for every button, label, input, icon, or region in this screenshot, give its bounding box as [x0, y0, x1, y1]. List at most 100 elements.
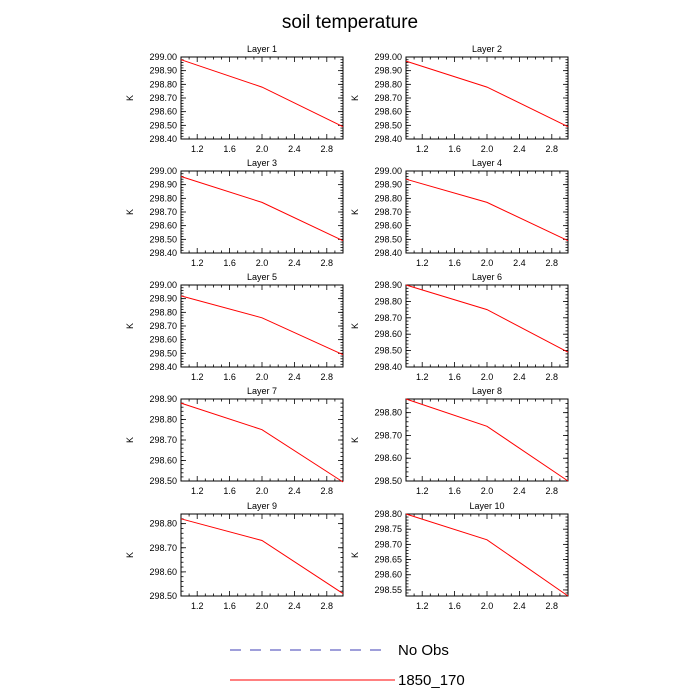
panel-title: Layer 1 — [247, 44, 277, 54]
y-axis-label: K — [125, 95, 135, 101]
x-tick-label: 1.2 — [191, 372, 204, 382]
x-tick-label: 1.6 — [223, 372, 236, 382]
x-tick-label: 1.6 — [223, 258, 236, 268]
y-tick-label: 298.70 — [374, 539, 402, 549]
x-tick-label: 2.8 — [321, 486, 334, 496]
figure-title: soil temperature — [282, 12, 418, 33]
x-tick-label: 2.8 — [321, 372, 334, 382]
x-tick-label: 2.4 — [288, 258, 301, 268]
y-tick-label: 298.50 — [374, 120, 402, 130]
x-tick-label: 2.0 — [256, 258, 269, 268]
series-line-1850-170 — [180, 402, 344, 483]
y-tick-label: 298.80 — [149, 79, 177, 89]
panel-title: Layer 3 — [247, 158, 277, 168]
x-tick-label: 1.2 — [191, 144, 204, 154]
x-tick-label: 2.8 — [546, 258, 559, 268]
y-tick-label: 298.40 — [374, 362, 402, 372]
panel-title: Layer 6 — [472, 272, 502, 282]
y-tick-label: 298.80 — [149, 415, 177, 425]
x-tick-label: 2.0 — [256, 372, 269, 382]
panel-layer-8: Layer 8 1.2 1.6 2.0 2.4 2.8 298.50 298.60 298.70… — [350, 386, 569, 496]
series-line-1850-170 — [405, 178, 569, 242]
x-tick-label: 1.2 — [416, 601, 429, 611]
y-tick-label: 298.55 — [374, 585, 402, 595]
panel-layer-3: Layer 3 1.2 1.6 2.0 2.4 2.8 298.40 298.50 298.60… — [125, 158, 344, 268]
panel-title: Layer 9 — [247, 501, 277, 511]
y-tick-label: 298.60 — [149, 335, 177, 345]
series-line-1850-170 — [180, 59, 344, 128]
y-axis-label: K — [125, 437, 135, 443]
plot-frame — [180, 170, 344, 254]
x-tick-label: 1.6 — [223, 601, 236, 611]
y-axis-label: K — [350, 437, 360, 443]
x-tick-label: 1.6 — [223, 144, 236, 154]
y-tick-label: 298.70 — [374, 313, 402, 323]
y-tick-label: 298.50 — [374, 476, 402, 486]
x-tick-label: 2.0 — [481, 486, 494, 496]
y-tick-label: 298.90 — [149, 180, 177, 190]
y-tick-label: 298.80 — [374, 408, 402, 418]
x-tick-label: 1.2 — [191, 601, 204, 611]
y-axis-label: K — [350, 95, 360, 101]
legend: No Obs 1850_170 — [230, 642, 465, 689]
x-tick-label: 2.0 — [256, 486, 269, 496]
y-tick-label: 299.00 — [374, 52, 402, 62]
y-tick-label: 298.60 — [149, 456, 177, 466]
y-tick-label: 298.80 — [374, 79, 402, 89]
plot-frame — [405, 398, 569, 482]
y-tick-label: 299.00 — [149, 280, 177, 290]
x-tick-label: 1.6 — [448, 486, 461, 496]
x-tick-label: 2.4 — [513, 144, 526, 154]
y-tick-label: 298.60 — [374, 453, 402, 463]
panel-layer-5: Layer 5 1.2 1.6 2.0 2.4 2.8 298.40 298.50 298.60… — [125, 272, 344, 382]
x-tick-label: 2.8 — [546, 601, 559, 611]
x-tick-label: 2.4 — [288, 601, 301, 611]
series-line-1850-170 — [405, 398, 569, 482]
y-tick-label: 298.70 — [149, 93, 177, 103]
y-tick-label: 298.60 — [374, 570, 402, 580]
y-tick-label: 299.00 — [149, 166, 177, 176]
plot-frame — [180, 284, 344, 368]
y-tick-label: 298.70 — [374, 93, 402, 103]
y-tick-label: 298.50 — [149, 234, 177, 244]
x-tick-label: 2.4 — [288, 486, 301, 496]
y-tick-label: 298.40 — [149, 134, 177, 144]
x-tick-label: 1.6 — [448, 258, 461, 268]
x-tick-label: 1.2 — [416, 372, 429, 382]
panel-layer-1: Layer 1 1.2 1.6 2.0 2.4 2.8 298.40 298.50 298.60… — [125, 44, 344, 154]
series-line-1850-170 — [180, 176, 344, 242]
y-tick-label: 298.80 — [149, 193, 177, 203]
y-tick-label: 299.00 — [149, 52, 177, 62]
plot-frame — [405, 170, 569, 254]
x-tick-label: 2.0 — [256, 601, 269, 611]
y-tick-label: 298.60 — [149, 221, 177, 231]
x-tick-label: 1.6 — [448, 601, 461, 611]
y-tick-label: 298.65 — [374, 555, 402, 565]
legend-label-1850-170: 1850_170 — [398, 672, 465, 689]
x-tick-label: 1.2 — [416, 258, 429, 268]
series-line-1850-170 — [405, 513, 569, 597]
y-tick-label: 298.50 — [149, 120, 177, 130]
x-tick-label: 2.8 — [546, 486, 559, 496]
y-tick-label: 298.80 — [374, 193, 402, 203]
y-tick-label: 298.50 — [149, 348, 177, 358]
y-tick-label: 298.80 — [149, 307, 177, 317]
x-tick-label: 1.6 — [448, 372, 461, 382]
plot-frame — [180, 513, 344, 597]
panel-layer-2: Layer 2 1.2 1.6 2.0 2.4 2.8 298.40 298.50 298.60… — [350, 44, 569, 154]
y-tick-label: 298.90 — [149, 394, 177, 404]
series-line-1850-170 — [405, 60, 569, 128]
y-tick-label: 298.40 — [374, 134, 402, 144]
x-tick-label: 2.0 — [481, 372, 494, 382]
y-tick-label: 298.40 — [374, 248, 402, 258]
series-line-1850-170 — [405, 284, 569, 353]
y-tick-label: 298.60 — [374, 107, 402, 117]
y-axis-label: K — [125, 323, 135, 329]
x-tick-label: 1.2 — [191, 486, 204, 496]
y-tick-label: 298.80 — [149, 519, 177, 529]
y-axis-label: K — [125, 552, 135, 558]
x-tick-label: 2.4 — [288, 372, 301, 382]
y-tick-label: 298.50 — [149, 591, 177, 601]
y-tick-label: 298.70 — [149, 207, 177, 217]
